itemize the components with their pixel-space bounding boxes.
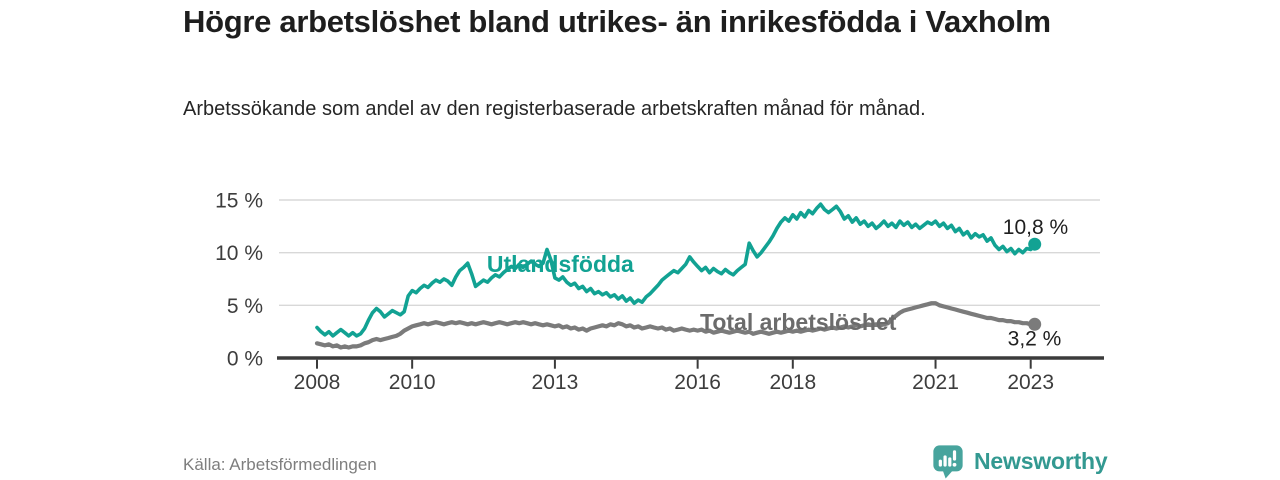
svg-text:2021: 2021 bbox=[912, 371, 959, 394]
chart-title: Högre arbetslöshet bland utrikes- än inr… bbox=[183, 4, 1051, 39]
svg-text:2008: 2008 bbox=[294, 371, 341, 394]
svg-text:2013: 2013 bbox=[532, 371, 579, 394]
svg-text:5 %: 5 % bbox=[227, 295, 263, 318]
source-note: Källa: Arbetsförmedlingen bbox=[183, 455, 377, 474]
end-value-label: 3,2 % bbox=[1008, 327, 1062, 350]
svg-text:2018: 2018 bbox=[769, 371, 816, 394]
newsworthy-logo-icon bbox=[933, 445, 963, 479]
svg-text:10 %: 10 % bbox=[215, 242, 263, 265]
svg-text:0 %: 0 % bbox=[227, 348, 263, 371]
svg-text:2010: 2010 bbox=[389, 371, 436, 394]
chart-subtitle: Arbetssökande som andel av den registerb… bbox=[183, 98, 926, 120]
series-inline-label: Utlandsfödda bbox=[487, 251, 634, 277]
svg-text:2016: 2016 bbox=[674, 371, 721, 394]
svg-text:2023: 2023 bbox=[1007, 371, 1054, 394]
brand-name: Newsworthy bbox=[974, 447, 1108, 474]
brand-lockup: Newsworthy bbox=[931, 443, 1108, 479]
series-inline-label: Total arbetslöshet bbox=[700, 309, 897, 335]
svg-text:15 %: 15 % bbox=[215, 190, 263, 213]
end-value-label: 10,8 % bbox=[1003, 216, 1068, 239]
